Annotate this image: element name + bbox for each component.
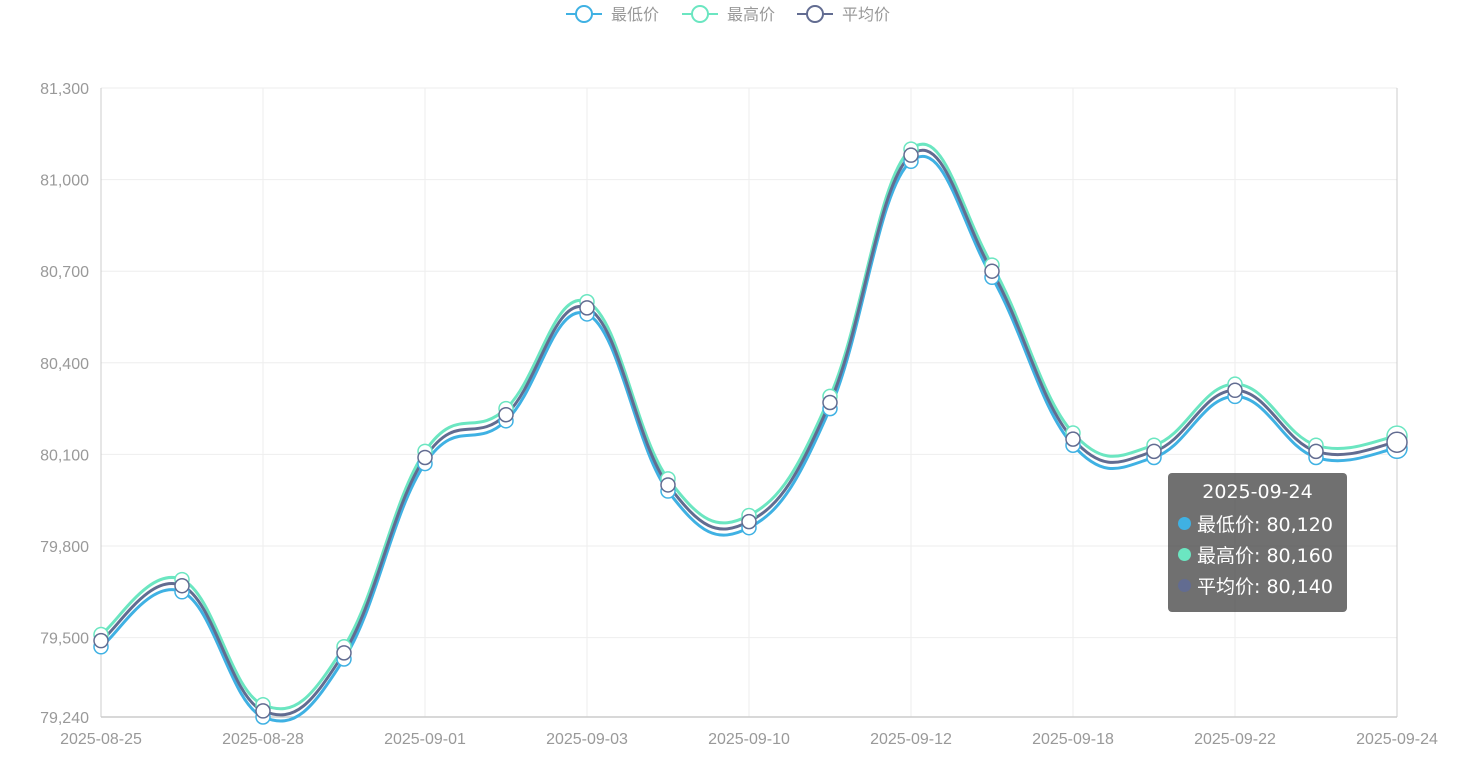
x-tick-label: 2025-09-01: [384, 731, 466, 748]
tooltip-row-low: 最低价: 80,120: [1178, 508, 1347, 539]
x-tick-label: 2025-08-25: [60, 731, 142, 748]
data-point: [1227, 382, 1243, 399]
y-tick-label: 80,100: [40, 447, 89, 464]
data-point: [903, 147, 919, 163]
x-tick-label: 2025-09-24: [1356, 731, 1438, 748]
tooltip-low: 最低价: 80,120: [1197, 514, 1333, 536]
tooltip-title: 2025-09-24: [1202, 481, 1313, 503]
y-tick-label: 81,000: [40, 173, 89, 190]
data-point: [93, 632, 109, 649]
y-tick-label: 80,700: [40, 264, 89, 281]
tooltip: 2025-09-24 最低价: 80,120 最高价: 80,160 平均价: …: [1168, 473, 1347, 612]
x-tick-label: 2025-09-03: [546, 731, 628, 748]
x-tick-label: 2025-08-28: [222, 731, 304, 748]
legend-item-label: 平均价: [842, 5, 890, 24]
legend-circle-icon: [575, 5, 593, 23]
tooltip-high: 最高价: 80,160: [1197, 545, 1333, 567]
data-point: [660, 477, 676, 493]
low-dot-icon: [1178, 517, 1191, 530]
y-tick-label: 80,400: [40, 356, 89, 373]
y-tick-label: 79,240: [40, 710, 89, 727]
data-point: [1386, 431, 1408, 453]
tooltip-row-high: 最高价: 80,160: [1178, 539, 1347, 570]
y-tick-label: 79,500: [40, 631, 89, 648]
tooltip-row-avg: 平均价: 80,140: [1178, 570, 1347, 601]
y-tick-label: 81,300: [40, 81, 89, 98]
legend-item-label: 最低价: [611, 5, 659, 24]
x-tick-label: 2025-09-22: [1194, 731, 1276, 748]
series-lines: [93, 141, 1408, 725]
data-point: [498, 406, 514, 423]
legend-circle-icon: [691, 5, 709, 23]
data-point: [1308, 443, 1324, 460]
data-point: [1146, 443, 1162, 460]
x-tick-label: 2025-09-12: [870, 731, 952, 748]
data-point: [336, 645, 352, 661]
data-point: [174, 577, 190, 594]
data-point: [984, 263, 1000, 279]
data-point: [579, 300, 595, 316]
high-dot-icon: [1178, 548, 1191, 561]
data-point: [417, 449, 433, 466]
data-point: [255, 703, 271, 719]
tooltip-avg: 平均价: 80,140: [1197, 576, 1333, 598]
legend-circle-icon: [806, 5, 824, 23]
x-tick-label: 2025-09-10: [708, 731, 790, 748]
data-point: [822, 394, 838, 411]
data-point: [1065, 431, 1081, 447]
legend-item-label: 最高价: [727, 5, 775, 24]
axes: 79,240 79,500 79,800 80,100 80,400 80,700 81,0…: [40, 81, 1438, 748]
y-tick-label: 79,800: [40, 539, 89, 556]
x-tick-label: 2025-09-18: [1032, 731, 1114, 748]
data-point: [741, 513, 757, 530]
legend: 最低价 最高价 平均价: [566, 5, 890, 24]
avg-dot-icon: [1178, 579, 1191, 592]
grid: [100, 87, 1398, 718]
